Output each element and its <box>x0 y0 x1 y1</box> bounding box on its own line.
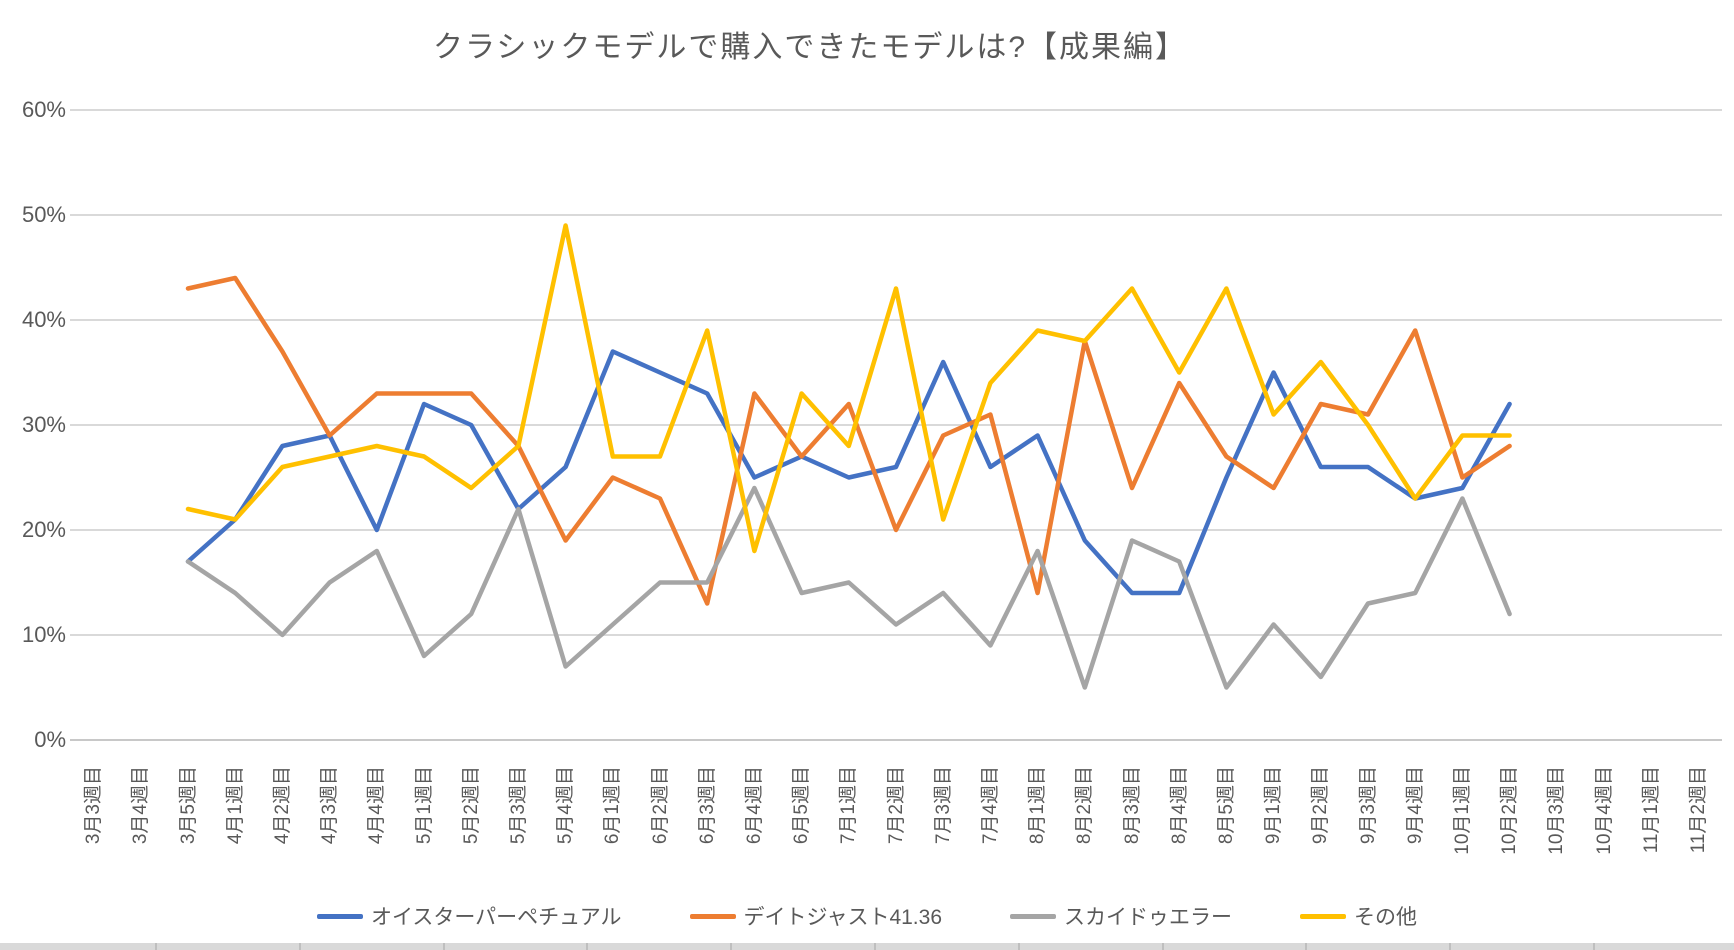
y-axis-label: 50% <box>21 202 66 227</box>
x-axis-label: 8月4週目 <box>1168 766 1190 845</box>
series-line-スカイドゥエラー <box>185 485 1512 690</box>
worksheet-column-tick <box>586 943 589 950</box>
x-axis-label: 5月2週目 <box>460 766 482 845</box>
worksheet-column-tick <box>1161 943 1164 950</box>
y-axis-label: 40% <box>21 307 66 332</box>
x-axis-label: 9月2週目 <box>1310 766 1332 845</box>
x-axis-label: 6月5週目 <box>791 766 813 845</box>
x-axis-label: 4月1週目 <box>224 766 246 845</box>
legend-line-marker <box>1010 913 1057 919</box>
worksheet-column-tick <box>442 943 445 950</box>
legend-item: デイトジャスト41.36 <box>689 901 943 931</box>
x-axis-label: 10月3週目 <box>1546 766 1568 855</box>
legend-line-marker <box>1300 913 1347 919</box>
x-axis-label: 6月1週目 <box>602 766 624 845</box>
x-axis-label: 6月3週目 <box>696 766 718 845</box>
x-axis-label: 7月3週目 <box>932 766 954 845</box>
y-axis-label: 0% <box>34 727 66 752</box>
x-axis-label: 4月2週目 <box>271 766 293 845</box>
series-line-デイトジャスト41.36 <box>185 275 1512 606</box>
worksheet-column-tick <box>730 943 733 950</box>
x-axis-label: 8月2週目 <box>1074 766 1096 845</box>
x-axis-label: 8月1週目 <box>1027 766 1049 845</box>
legend-label: デイトジャスト41.36 <box>743 906 943 929</box>
y-axis-label: 60% <box>21 97 66 122</box>
x-axis-label: 8月3週目 <box>1121 766 1143 845</box>
legend-label: スカイドゥエラー <box>1064 906 1233 929</box>
x-axis-label: 5月4週目 <box>555 766 577 845</box>
legend-label: オイスターパーペチュアル <box>370 906 622 929</box>
x-axis-label: 6月2週目 <box>649 766 671 845</box>
x-axis-label: 9月3週目 <box>1357 766 1379 845</box>
worksheet-column-tick <box>1017 943 1020 950</box>
x-axis-label: 3月3週目 <box>83 766 105 845</box>
legend-line-marker <box>689 913 736 919</box>
legend-line-marker <box>316 913 363 919</box>
x-axis-label: 8月5週目 <box>1215 766 1237 845</box>
worksheet-column-tick <box>874 943 876 950</box>
x-axis-label: 3月4週目 <box>130 766 152 845</box>
worksheet-column-tick <box>298 943 301 950</box>
x-axis-label: 6月4週目 <box>743 766 765 845</box>
x-axis-label: 9月1週目 <box>1263 766 1285 845</box>
legend-item: スカイドゥエラー <box>1010 901 1232 931</box>
y-axis-label: 20% <box>21 517 66 542</box>
x-axis-label: 4月4週目 <box>366 766 388 845</box>
worksheet-column-tick <box>155 943 157 950</box>
x-axis-label: 3月5週目 <box>177 766 199 845</box>
x-axis-label: 7月1週目 <box>838 766 860 845</box>
x-axis-label: 10月1週目 <box>1451 766 1473 855</box>
x-axis-label: 10月4週目 <box>1593 766 1615 855</box>
x-axis-label: 11月1週目 <box>1640 766 1662 854</box>
y-axis-label: 10% <box>21 622 66 647</box>
series-line-その他 <box>185 223 1512 554</box>
legend: オイスターパーペチュアル デイトジャスト41.36 スカイドゥエラー その他 <box>0 901 1734 931</box>
worksheet-column-tick <box>1593 943 1595 950</box>
worksheet-column-tick <box>1305 943 1308 950</box>
x-axis-label: 10月2週目 <box>1499 766 1521 855</box>
y-axis-label: 30% <box>21 412 66 437</box>
x-axis-label: 7月2週目 <box>885 766 907 845</box>
chart-title: クラシックモデルで購入できたモデルは?【成果編】 <box>432 31 1188 64</box>
legend-item: オイスターパーペチュアル <box>316 901 622 931</box>
x-axis-label: 5月3週目 <box>507 766 529 845</box>
worksheet-column-tick <box>1449 943 1452 950</box>
x-axis-label: 4月3週目 <box>319 766 341 845</box>
legend-label: その他 <box>1354 906 1418 929</box>
x-axis-label: 5月1週目 <box>413 766 435 845</box>
legend-item: その他 <box>1300 901 1417 931</box>
x-axis-label: 11月2週目 <box>1687 766 1709 854</box>
worksheet-edge-strip <box>0 943 1734 950</box>
x-axis-label: 9月4週目 <box>1404 766 1426 845</box>
x-axis-label: 7月4週目 <box>979 766 1001 845</box>
series-line-オイスターパーペチュアル <box>185 349 1512 596</box>
